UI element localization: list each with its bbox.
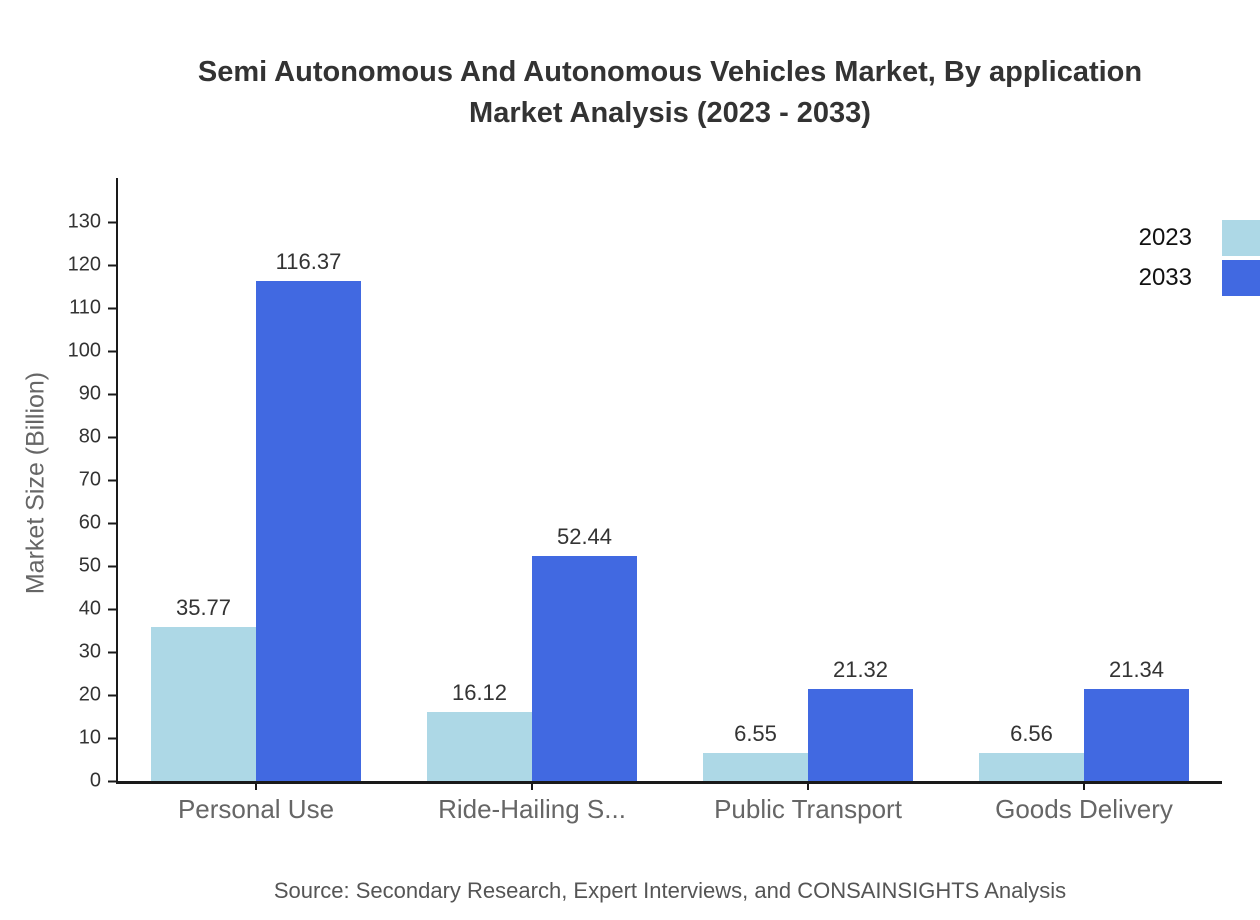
bar-2033-public-transport [808, 689, 913, 781]
y-tick-mark [108, 264, 118, 267]
legend-item-2023: 2023 [1139, 218, 1260, 258]
y-tick-label-70: 70 [78, 468, 101, 491]
bar-2023-personal-use [151, 627, 256, 781]
y-tick-label-50: 50 [78, 554, 101, 577]
value-label-2023-personal-use: 35.77 [175, 595, 232, 621]
chart-title: Semi Autonomous And Autonomous Vehicles … [120, 52, 1220, 134]
y-tick-50: 50 [61, 555, 118, 578]
bar-group-goods-delivery: 6.56 21.34 Goods Delivery [946, 178, 1222, 824]
bar-2023-goods-delivery [979, 752, 1084, 781]
bar-wrap-2023-public-transport: 6.55 [703, 178, 808, 781]
y-tick-label-80: 80 [78, 425, 101, 448]
bar-wrap-2033-ride-hailing-s: 52.44 [532, 178, 637, 781]
y-tick-mark [108, 307, 118, 310]
y-tick-label-20: 20 [78, 683, 101, 706]
category-label-goods-delivery: Goods Delivery [995, 794, 1173, 824]
bar-2033-personal-use [256, 280, 361, 781]
y-tick-mark [108, 608, 118, 611]
y-tick-130: 130 [61, 211, 118, 234]
y-tick-mark [108, 694, 118, 697]
y-tick-label-10: 10 [78, 726, 101, 749]
y-tick-mark [108, 737, 118, 740]
bar-2023-public-transport [703, 752, 808, 781]
value-label-2023-ride-hailing-s: 16.12 [451, 679, 508, 705]
y-tick-mark [108, 565, 118, 568]
legend-swatch-2033 [1222, 260, 1260, 296]
bar-wrap-2033-goods-delivery: 21.34 [1084, 178, 1189, 781]
legend-item-2033: 2033 [1139, 258, 1260, 298]
value-label-2033-ride-hailing-s: 52.44 [556, 523, 613, 549]
bar-wrap-2023-personal-use: 35.77 [151, 178, 256, 781]
y-tick-mark [108, 479, 118, 482]
y-tick-0: 0 [61, 770, 118, 793]
y-tick-mark [108, 350, 118, 353]
x-tick-mark-ride-hailing-s [531, 781, 533, 790]
y-tick-20: 20 [61, 684, 118, 707]
bar-2033-ride-hailing-s [532, 555, 637, 781]
bar-group-personal-use: 35.77 116.37 Personal Use [118, 178, 394, 824]
value-label-2033-personal-use: 116.37 [275, 248, 342, 274]
chart-title-line2: Market Analysis (2023 - 2033) [469, 97, 871, 129]
y-axis-label: Market Size (Billion) [21, 371, 50, 595]
y-tick-70: 70 [61, 469, 118, 492]
category-label-public-transport: Public Transport [714, 794, 902, 824]
y-tick-30: 30 [61, 641, 118, 664]
bar-wrap-2023-goods-delivery: 6.56 [979, 178, 1084, 781]
category-label-ride-hailing-s: Ride-Hailing S... [438, 794, 626, 824]
plot-area: 0 10 20 30 40 50 60 70 80 90 100 110 120 130 35.77 116… [68, 178, 1222, 824]
y-tick-mark [108, 522, 118, 525]
y-tick-label-120: 120 [67, 253, 101, 276]
y-tick-10: 10 [61, 727, 118, 750]
x-tick-mark-goods-delivery [1083, 781, 1085, 790]
chart-title-line1: Semi Autonomous And Autonomous Vehicles … [197, 56, 1143, 88]
value-label-2033-goods-delivery: 21.34 [1108, 657, 1165, 683]
y-tick-40: 40 [61, 598, 118, 621]
y-tick-label-90: 90 [78, 382, 101, 405]
bar-2023-ride-hailing-s [427, 711, 532, 781]
bar-groups: 35.77 116.37 Personal Use 16.12 52.44 Ride-Ha… [118, 178, 1222, 824]
legend-swatch-2023 [1222, 220, 1260, 256]
legend-label-2023: 2023 [1138, 224, 1192, 251]
y-tick-label-0: 0 [89, 769, 101, 792]
bar-group-ride-hailing-s: 16.12 52.44 Ride-Hailing S... [394, 178, 670, 824]
x-axis [116, 781, 1222, 784]
x-tick-mark-public-transport [807, 781, 809, 790]
y-tick-80: 80 [61, 426, 118, 449]
y-tick-120: 120 [61, 254, 118, 277]
legend: 2023 2033 [1139, 218, 1260, 298]
bar-group-public-transport: 6.55 21.32 Public Transport [670, 178, 946, 824]
category-label-personal-use: Personal Use [177, 794, 335, 824]
y-tick-90: 90 [61, 383, 118, 406]
y-tick-mark [108, 221, 118, 224]
y-tick-label-100: 100 [67, 339, 101, 362]
legend-label-2033: 2033 [1138, 264, 1192, 291]
y-tick-label-60: 60 [78, 511, 101, 534]
y-tick-label-30: 30 [78, 640, 101, 663]
y-tick-mark [108, 436, 118, 439]
source-attribution: Source: Secondary Research, Expert Inter… [273, 878, 1067, 903]
y-tick-60: 60 [61, 512, 118, 535]
value-label-2023-goods-delivery: 6.56 [1010, 720, 1053, 746]
bar-2033-goods-delivery [1084, 689, 1189, 781]
bar-wrap-2033-personal-use: 116.37 [256, 178, 361, 781]
y-tick-label-40: 40 [78, 597, 101, 620]
y-tick-label-110: 110 [69, 296, 101, 319]
bar-wrap-2023-ride-hailing-s: 16.12 [427, 178, 532, 781]
y-tick-mark [108, 651, 118, 654]
y-tick-100: 100 [61, 340, 118, 363]
x-tick-mark-personal-use [255, 781, 257, 790]
y-tick-110: 110 [61, 297, 118, 320]
value-label-2033-public-transport: 21.32 [832, 657, 889, 683]
y-tick-mark [108, 393, 118, 396]
value-label-2023-public-transport: 6.55 [734, 720, 777, 746]
bar-wrap-2033-public-transport: 21.32 [808, 178, 913, 781]
y-tick-label-130: 130 [67, 210, 101, 233]
y-tick-mark [108, 780, 118, 782]
